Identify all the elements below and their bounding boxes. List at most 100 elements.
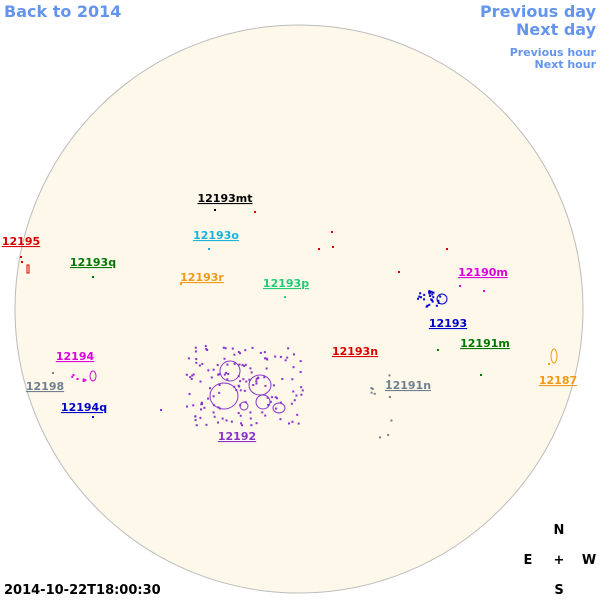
spot-contour bbox=[26, 264, 30, 274]
spot-dot bbox=[271, 396, 274, 399]
spot-dot bbox=[439, 295, 442, 298]
region-label[interactable]: 12191n bbox=[385, 379, 431, 392]
spot-dot bbox=[244, 349, 247, 352]
spot-dot bbox=[244, 401, 247, 404]
region-label[interactable]: 12192 bbox=[218, 430, 256, 443]
spot-dot bbox=[92, 416, 94, 418]
spot-dot bbox=[52, 372, 54, 374]
spot-dot bbox=[248, 378, 251, 381]
compass-west: W bbox=[582, 553, 596, 568]
spot-dot bbox=[398, 271, 400, 273]
spot-dot bbox=[216, 363, 219, 366]
spot-dot bbox=[194, 350, 197, 353]
region-label[interactable]: 12190m bbox=[458, 266, 508, 279]
spot-dot bbox=[388, 374, 391, 377]
spot-dot bbox=[251, 346, 254, 349]
spot-dot bbox=[244, 363, 247, 366]
region-label[interactable]: 12198 bbox=[26, 380, 64, 393]
spot-dot bbox=[437, 299, 440, 302]
spot-dot bbox=[429, 294, 432, 297]
sunspots bbox=[20, 209, 558, 439]
spot-dot bbox=[266, 396, 269, 399]
region-label[interactable]: 12195 bbox=[2, 235, 40, 248]
spot-dot bbox=[255, 422, 258, 425]
spot-dot bbox=[437, 301, 440, 304]
spot-dot bbox=[195, 361, 198, 364]
region-label[interactable]: 12187 bbox=[539, 374, 577, 387]
spot-dot bbox=[370, 387, 373, 390]
spot-dot bbox=[269, 400, 272, 403]
previous-hour-link[interactable]: Previous hour bbox=[510, 46, 597, 59]
spot-contour bbox=[550, 348, 558, 364]
spot-dot bbox=[194, 346, 197, 349]
spot-dot bbox=[548, 363, 550, 365]
spot-dot bbox=[214, 209, 216, 211]
spot-dot bbox=[226, 363, 229, 366]
spot-dot bbox=[71, 375, 74, 378]
spot-dot bbox=[274, 355, 277, 358]
spot-dot bbox=[284, 359, 287, 362]
spot-contour bbox=[219, 360, 241, 382]
spot-dot bbox=[431, 293, 434, 296]
spot-dot bbox=[418, 295, 421, 298]
spot-dot bbox=[239, 352, 242, 355]
spot-dot bbox=[188, 393, 191, 396]
spot-dot bbox=[92, 276, 94, 278]
spot-dot bbox=[195, 358, 198, 361]
next-hour-link[interactable]: Next hour bbox=[535, 58, 597, 71]
spot-dot bbox=[387, 380, 390, 383]
spot-dot bbox=[299, 360, 302, 363]
spot-dot bbox=[378, 436, 381, 439]
spot-contour bbox=[209, 382, 239, 410]
region-label[interactable]: 12193o bbox=[193, 229, 239, 242]
spot-dot bbox=[194, 419, 197, 422]
region-label[interactable]: 12193p bbox=[263, 277, 309, 290]
compass-south: S bbox=[554, 583, 563, 598]
compass-center: + bbox=[554, 553, 565, 568]
spot-dot bbox=[290, 402, 293, 405]
spot-dot bbox=[288, 422, 291, 425]
spot-dot bbox=[210, 376, 213, 379]
spot-dot bbox=[301, 389, 304, 392]
region-label[interactable]: 12194 bbox=[56, 350, 95, 363]
region-label[interactable]: 12193mt bbox=[198, 192, 253, 205]
back-link[interactable]: Back to 2014 bbox=[4, 2, 121, 21]
spot-dot bbox=[480, 374, 482, 376]
spot-dot bbox=[255, 382, 258, 385]
spot-dot bbox=[432, 296, 435, 299]
spot-dot bbox=[217, 406, 220, 409]
previous-day-link[interactable]: Previous day bbox=[480, 2, 597, 21]
spot-dot bbox=[264, 384, 267, 387]
spot-dot bbox=[286, 356, 289, 359]
spot-dot bbox=[209, 387, 212, 390]
spot-dot bbox=[225, 371, 228, 374]
spot-dot bbox=[191, 374, 194, 377]
spot-dot bbox=[431, 300, 434, 303]
spot-dot bbox=[299, 370, 302, 373]
region-label[interactable]: 12193n bbox=[332, 345, 378, 358]
spot-dot bbox=[218, 373, 221, 376]
region-label[interactable]: 12193 bbox=[429, 317, 467, 330]
region-label[interactable]: 12193q bbox=[70, 256, 116, 269]
spot-contour bbox=[89, 370, 97, 382]
spot-dot bbox=[279, 401, 282, 404]
region-label[interactable]: 12194q bbox=[61, 401, 107, 414]
spot-dot bbox=[201, 402, 204, 405]
next-day-link[interactable]: Next day bbox=[516, 20, 597, 39]
spot-dot bbox=[255, 380, 258, 383]
spot-dot bbox=[235, 389, 238, 392]
spot-dot bbox=[187, 357, 190, 360]
spot-dot bbox=[259, 351, 262, 354]
region-label[interactable]: 12191m bbox=[460, 337, 510, 350]
spot-dot bbox=[233, 353, 236, 356]
spot-dot bbox=[213, 415, 216, 418]
spot-dot bbox=[390, 419, 393, 422]
spot-dot bbox=[203, 406, 206, 409]
spot-dot bbox=[263, 376, 266, 379]
spot-dot bbox=[245, 380, 248, 383]
spot-dot bbox=[218, 384, 221, 387]
spot-dot bbox=[227, 373, 230, 376]
spot-dot bbox=[272, 384, 275, 387]
region-label[interactable]: 12193r bbox=[180, 271, 224, 284]
spot-dot bbox=[419, 292, 422, 295]
